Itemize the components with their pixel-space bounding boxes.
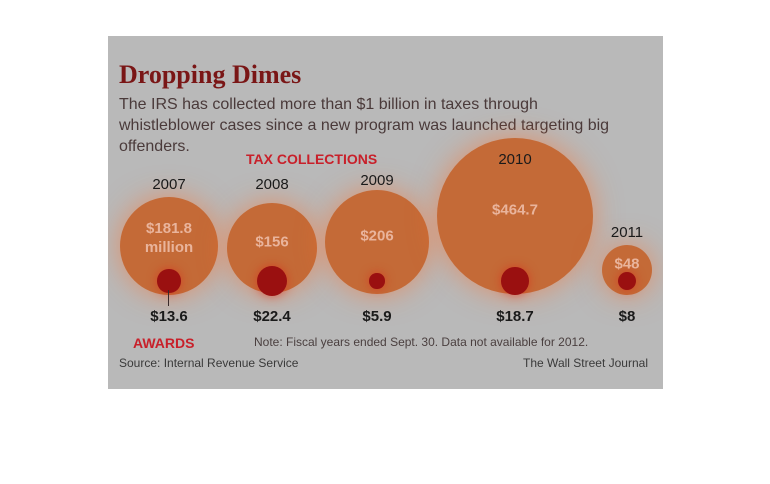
chart-title: Dropping Dimes: [119, 60, 302, 89]
year-label: 2009: [360, 172, 394, 189]
year-label: 2011: [610, 224, 644, 241]
tax-collection-value-text: $156: [255, 233, 289, 251]
tax-collections-label: TAX COLLECTIONS: [246, 151, 378, 167]
tax-collection-value-text: $206: [360, 227, 394, 245]
tax-collection-value: $181.8 million: [145, 219, 193, 257]
tax-collection-value: $156: [255, 233, 288, 252]
year-label: 2008: [255, 176, 289, 193]
tax-collection-value: $464.7: [492, 201, 538, 220]
award-value: $18.7: [496, 308, 534, 325]
tax-collection-unit: million: [144, 239, 194, 256]
tax-collection-value: $206: [360, 227, 393, 246]
award-leader-line: [168, 290, 169, 306]
credit-text: The Wall Street Journal: [523, 356, 648, 370]
award-bubble: [157, 269, 181, 293]
award-bubble: [369, 273, 385, 289]
awards-label: AWARDS: [133, 335, 195, 351]
year-label: 2010: [498, 151, 532, 168]
tax-collection-value: $48: [614, 255, 639, 274]
award-value: $8: [618, 308, 636, 325]
award-bubble: [501, 267, 529, 295]
tax-collection-value-text: $48: [614, 255, 640, 273]
award-value: $13.6: [150, 308, 188, 325]
tax-collection-value-text: $464.7: [492, 201, 538, 219]
footnote: Note: Fiscal years ended Sept. 30. Data …: [254, 335, 589, 349]
award-value: $5.9: [362, 308, 392, 325]
source-text: Source: Internal Revenue Service: [119, 356, 299, 370]
chart-card: Dropping Dimes The IRS has collected mor…: [108, 36, 663, 389]
award-value: $22.4: [253, 308, 291, 325]
award-bubble: [618, 272, 636, 290]
tax-collection-value-text: $181.8: [146, 220, 192, 237]
award-bubble: [257, 266, 287, 296]
chart-subtitle: The IRS has collected more than $1 billi…: [119, 96, 610, 155]
year-label: 2007: [152, 176, 186, 193]
